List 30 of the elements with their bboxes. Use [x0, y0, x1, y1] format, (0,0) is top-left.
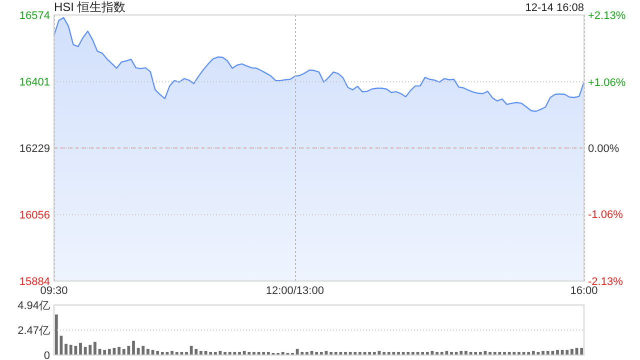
bar: [556, 350, 559, 355]
y-tick-label: 0: [44, 350, 50, 360]
y2-tick-label: +1.06%: [588, 76, 626, 89]
bar: [580, 348, 584, 355]
y-tick-label: 15884: [19, 276, 50, 288]
y-tick-label: 16574: [19, 10, 50, 22]
y2-tick-label: -2.13%: [588, 276, 624, 288]
y2-tick-label: -1.06%: [588, 209, 624, 222]
y-tick-label: 4.94亿: [18, 300, 50, 312]
bar: [118, 346, 120, 355]
y-tick-label: 2.47亿: [18, 325, 50, 337]
x-tick-label: 09:30: [40, 285, 68, 297]
text: 12-14 16:08: [525, 2, 584, 14]
y2-tick-label: +2.13%: [588, 10, 626, 22]
bar: [64, 344, 68, 355]
bar: [79, 342, 82, 355]
y2-tick-label: 0.00%: [588, 143, 620, 155]
bar: [103, 350, 106, 355]
y-tick-label: 16229: [19, 143, 50, 155]
bar: [132, 340, 135, 355]
bar: [108, 348, 111, 355]
y-tick-label: 16401: [19, 76, 50, 89]
chart-title: HSI 恒生指数: [54, 0, 126, 14]
x-tick-label: 12:00/13:00: [266, 285, 324, 297]
bar: [570, 348, 574, 355]
x-tick-label: 16:00: [570, 285, 598, 297]
bar: [94, 342, 96, 355]
bar: [146, 348, 150, 355]
bar: [54, 314, 58, 355]
y-tick-label: 16056: [19, 210, 50, 222]
